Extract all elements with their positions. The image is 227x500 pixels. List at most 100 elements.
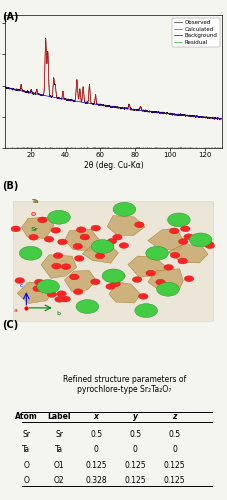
Line: Background: Background [5, 87, 222, 119]
Circle shape [76, 227, 86, 232]
Circle shape [34, 279, 44, 285]
Text: Ta: Ta [55, 445, 63, 454]
Text: O: O [23, 460, 29, 469]
Polygon shape [107, 216, 145, 236]
Text: a: a [13, 308, 17, 313]
Observed [109, 104, 112, 110]
Circle shape [91, 225, 101, 231]
Observed [104, 102, 106, 108]
Circle shape [73, 244, 83, 250]
Circle shape [48, 210, 70, 224]
Calculated [215, 116, 218, 121]
Polygon shape [148, 228, 184, 250]
Text: 0.125: 0.125 [124, 476, 146, 485]
Residual [173, 146, 176, 152]
Line: Observed: Observed [5, 38, 222, 120]
Circle shape [156, 280, 165, 285]
Circle shape [119, 242, 129, 248]
Circle shape [184, 276, 194, 281]
Background [14, 86, 17, 92]
Observed [218, 117, 221, 123]
Circle shape [69, 274, 79, 280]
Circle shape [95, 253, 105, 259]
Residual [109, 146, 112, 152]
Text: O: O [31, 212, 36, 217]
Text: 0.125: 0.125 [85, 460, 107, 469]
Residual [215, 146, 218, 152]
Observed [215, 115, 218, 121]
Calculated [221, 116, 224, 122]
Circle shape [113, 234, 122, 240]
Residual [103, 145, 106, 151]
Calculated [104, 102, 106, 108]
Calculated [175, 112, 178, 117]
Legend: Observed, Calculated, Background, Residual: Observed, Calculated, Background, Residu… [172, 18, 220, 48]
Circle shape [113, 202, 136, 216]
Circle shape [53, 252, 63, 258]
Observed [14, 87, 17, 93]
Circle shape [61, 296, 70, 302]
Background [103, 102, 106, 108]
Circle shape [146, 270, 155, 276]
Text: 0: 0 [94, 445, 99, 454]
Circle shape [57, 291, 66, 296]
Calculated [109, 104, 112, 110]
Circle shape [11, 226, 21, 232]
Text: 0.125: 0.125 [164, 476, 185, 485]
Text: 0: 0 [172, 445, 177, 454]
Circle shape [58, 239, 67, 245]
Text: Ta: Ta [22, 445, 30, 454]
Background [215, 116, 217, 121]
Background [109, 104, 112, 110]
Observed [221, 116, 224, 122]
Text: (B): (B) [2, 181, 19, 191]
Circle shape [44, 236, 54, 242]
Circle shape [61, 264, 71, 270]
Text: (A): (A) [2, 12, 19, 22]
Polygon shape [109, 282, 141, 303]
Circle shape [74, 256, 84, 262]
Text: 0.328: 0.328 [85, 476, 107, 485]
Text: O: O [23, 476, 29, 485]
Calculated [14, 86, 17, 92]
Circle shape [132, 276, 142, 282]
Background [175, 112, 178, 117]
Text: Ta: Ta [31, 198, 38, 203]
Circle shape [180, 226, 190, 232]
Residual [138, 144, 140, 150]
Text: z: z [172, 412, 177, 421]
Residual [175, 146, 178, 152]
Circle shape [204, 241, 214, 247]
Circle shape [33, 286, 42, 292]
Calculated [44, 36, 47, 42]
Circle shape [168, 213, 190, 227]
Text: 0.5: 0.5 [168, 430, 181, 439]
Text: Refined structure parameters of
pyrochlore-type Sr₂Ta₂O₇: Refined structure parameters of pyrochlo… [63, 375, 186, 394]
Circle shape [135, 222, 144, 228]
Text: 0.5: 0.5 [129, 430, 141, 439]
Circle shape [107, 238, 117, 244]
Circle shape [19, 246, 42, 260]
Circle shape [29, 234, 38, 240]
Circle shape [106, 284, 115, 290]
Circle shape [178, 238, 188, 244]
Circle shape [91, 279, 100, 285]
FancyBboxPatch shape [13, 201, 214, 321]
Circle shape [76, 300, 99, 314]
Circle shape [111, 281, 120, 287]
Text: Sr: Sr [55, 430, 63, 439]
Circle shape [184, 234, 193, 239]
Circle shape [164, 264, 173, 270]
Text: y: y [133, 412, 138, 421]
Circle shape [157, 282, 179, 296]
Text: 0.125: 0.125 [164, 460, 185, 469]
Circle shape [170, 252, 180, 258]
Circle shape [80, 234, 90, 240]
Observed [175, 112, 178, 117]
Polygon shape [65, 230, 102, 251]
Line: Calculated: Calculated [5, 39, 222, 119]
Text: b: b [57, 310, 61, 316]
Circle shape [38, 217, 47, 223]
Polygon shape [82, 244, 118, 263]
Calculated [215, 116, 217, 121]
